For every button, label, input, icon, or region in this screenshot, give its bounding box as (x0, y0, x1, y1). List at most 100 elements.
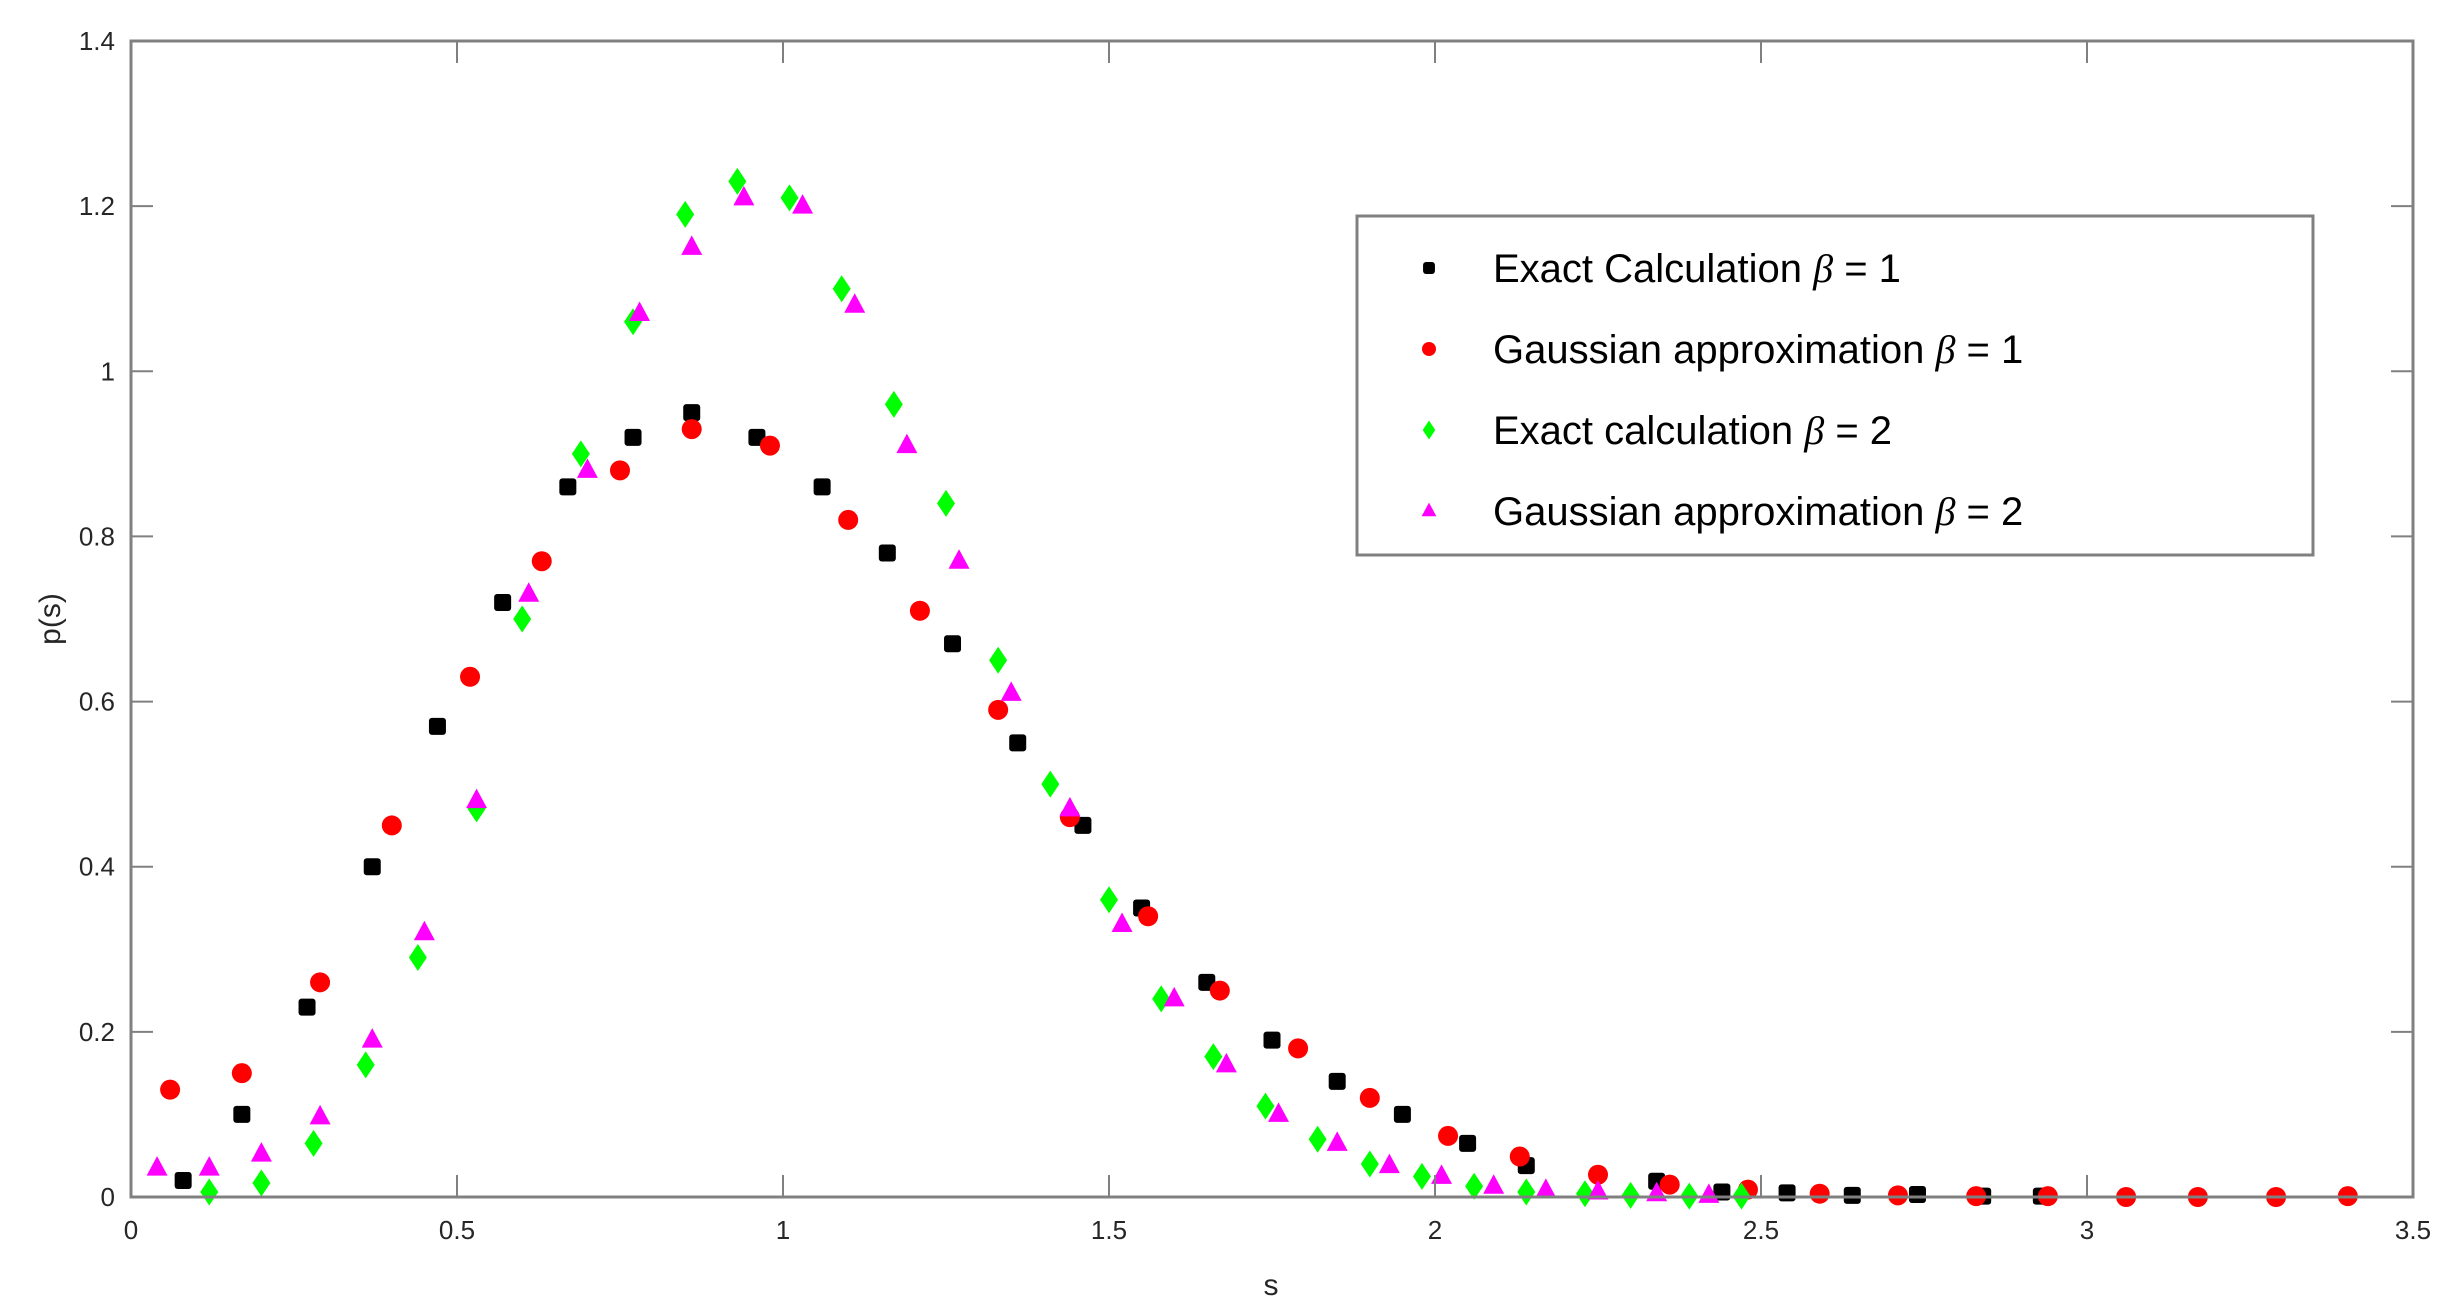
square-marker (559, 478, 577, 496)
diamond-marker (1204, 1043, 1223, 1071)
circle-marker (1659, 1174, 1680, 1195)
triangle-marker (1378, 1153, 1400, 1174)
diamond-marker (1360, 1150, 1379, 1178)
square-marker (1843, 1186, 1861, 1204)
circle-marker (909, 600, 930, 621)
diamond-marker (408, 944, 427, 972)
diamond-marker (356, 1051, 375, 1079)
series-diamond (200, 167, 1751, 1210)
legend-item: Gaussian approximation β = 2 (1421, 489, 2023, 534)
y-tick-label: 1.4 (79, 26, 115, 56)
triangle-marker (896, 433, 918, 454)
square-marker (944, 635, 962, 653)
diamond-marker (1152, 985, 1171, 1013)
diamond-marker (832, 275, 851, 303)
diamond-marker (571, 440, 590, 468)
square-marker (494, 593, 512, 611)
diamond-marker (728, 167, 747, 195)
triangle-marker (1326, 1131, 1348, 1151)
triangle-marker (466, 788, 488, 809)
circle-marker (759, 435, 780, 456)
square-marker (174, 1171, 192, 1189)
circle-marker (838, 509, 859, 530)
square-marker (1009, 734, 1027, 752)
circle-marker (460, 666, 481, 687)
legend-label: Exact Calculation β = 1 (1493, 246, 1901, 291)
circle-marker (381, 815, 402, 836)
x-tick-label: 3.5 (2395, 1215, 2431, 1245)
circle-marker (1438, 1125, 1459, 1146)
legend-item: Exact Calculation β = 1 (1423, 246, 1901, 291)
circle-marker (610, 460, 630, 481)
diamond-marker (1621, 1181, 1640, 1209)
circle-marker (231, 1063, 252, 1084)
diamond-marker (1256, 1092, 1275, 1120)
legend-label: Gaussian approximation β = 2 (1493, 489, 2023, 534)
triangle-marker (1483, 1174, 1505, 1194)
triangle-marker (792, 194, 814, 214)
diamond-marker (1465, 1172, 1484, 1200)
square-marker (298, 998, 316, 1016)
circle-marker (1288, 1038, 1309, 1059)
triangle-marker (1111, 912, 1133, 933)
diamond-marker (676, 200, 695, 228)
circle-marker (681, 419, 702, 440)
circle-marker (1359, 1087, 1380, 1108)
square-marker (1778, 1184, 1796, 1202)
x-tick-label: 0 (124, 1215, 138, 1245)
square-marker (683, 404, 701, 422)
x-tick-label: 1 (776, 1215, 790, 1245)
diamond-marker (884, 390, 903, 418)
triangle-marker (1059, 796, 1081, 817)
legend-item: Exact calculation β = 2 (1422, 408, 1892, 453)
diamond-marker (1517, 1178, 1536, 1206)
circle-marker (1209, 980, 1230, 1001)
triangle-marker (250, 1142, 272, 1162)
square-marker (1393, 1105, 1411, 1123)
x-tick-label: 0.5 (439, 1215, 475, 1245)
legend-label: Gaussian approximation β = 1 (1493, 327, 2023, 372)
plot-area (146, 167, 2358, 1210)
y-tick-label: 0.8 (79, 521, 115, 551)
diamond-marker (200, 1178, 219, 1206)
circle-marker (988, 699, 1009, 720)
diamond-marker (1575, 1180, 1594, 1208)
x-tick-label: 2.5 (1743, 1215, 1779, 1245)
square-marker (1459, 1134, 1477, 1152)
y-tick-label: 1 (101, 356, 115, 386)
diamond-marker (989, 646, 1008, 674)
triangle-marker (1587, 1180, 1609, 1200)
square-marker (624, 428, 642, 446)
y-tick-label: 1.2 (79, 191, 115, 221)
triangle-marker (948, 549, 970, 569)
square-marker (878, 544, 896, 562)
triangle-marker (733, 185, 755, 206)
y-tick-label: 0.6 (79, 687, 115, 717)
triangle-marker (1000, 681, 1022, 701)
circle-marker (310, 972, 331, 993)
circle-marker (1887, 1185, 1908, 1206)
circle-marker (1809, 1183, 1830, 1204)
legend-item: Gaussian approximation β = 1 (1422, 327, 2023, 372)
square-marker (1328, 1072, 1346, 1090)
square-marker (233, 1105, 251, 1123)
y-tick-label: 0.2 (79, 1017, 115, 1047)
legend-diamond-icon (1422, 420, 1436, 440)
square-marker (1908, 1186, 1926, 1204)
triangle-marker (1215, 1052, 1237, 1073)
triangle-marker (681, 235, 703, 255)
x-tick-label: 2 (1428, 1215, 1442, 1245)
x-axis-label: s (1264, 1269, 1279, 1302)
diamond-marker (252, 1169, 271, 1197)
diamond-marker (1412, 1162, 1431, 1190)
triangle-marker (361, 1028, 383, 1048)
diamond-marker (780, 184, 799, 212)
diamond-marker (1100, 886, 1118, 914)
legend-circle-icon (1422, 342, 1436, 356)
triangle-marker (413, 920, 435, 941)
axes-box (129, 39, 2415, 1199)
triangle-marker (1431, 1164, 1453, 1184)
triangle-marker (576, 458, 598, 478)
circle-marker (1509, 1146, 1530, 1167)
